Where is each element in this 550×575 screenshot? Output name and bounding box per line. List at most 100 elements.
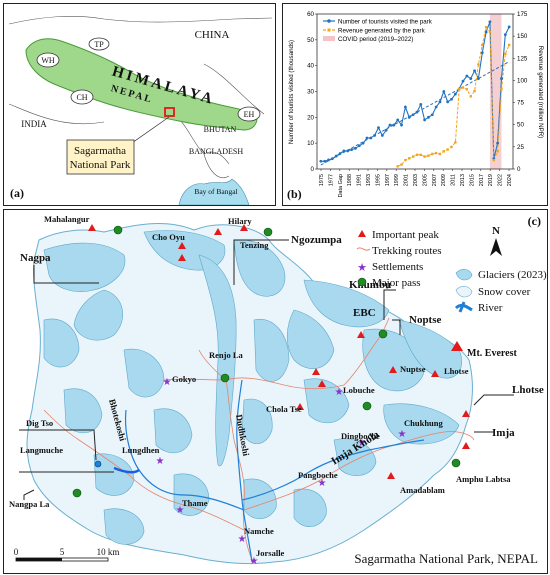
label-hilary: Hilary bbox=[228, 216, 252, 226]
legend-tourists: Number of tourists visited the park bbox=[338, 19, 433, 26]
y-axis-label-right: Revenue generated (million NPR) bbox=[537, 46, 544, 139]
label-lobuche: Lobuche bbox=[343, 385, 375, 395]
x-tick-label: 1977 bbox=[328, 174, 334, 186]
tourist-point bbox=[357, 144, 361, 148]
revenue-point bbox=[400, 163, 403, 166]
revenue-point bbox=[419, 153, 422, 157]
tourist-point bbox=[369, 136, 373, 140]
x-tick-label: 2015 bbox=[469, 174, 475, 186]
x-tick-label: 2007 bbox=[432, 174, 438, 186]
pass-mahalangur bbox=[113, 225, 123, 235]
revenue-point bbox=[446, 148, 449, 151]
peak-hilary bbox=[240, 224, 248, 231]
label-amadablam: Amadablam bbox=[400, 485, 445, 495]
tourist-point bbox=[450, 97, 453, 101]
settlement-thame-icon: ★ bbox=[176, 505, 185, 516]
label-tp: TP bbox=[94, 40, 104, 49]
tourist-point bbox=[334, 154, 338, 158]
y-axis-label-left: Number of tourists visited (thousands) bbox=[288, 40, 295, 144]
peak-amadablam bbox=[387, 472, 395, 479]
label-india: INDIA bbox=[21, 119, 47, 129]
legend-snow: Snow cover bbox=[478, 286, 531, 298]
legend-glacier: Glaciers (2023) bbox=[478, 269, 547, 281]
x-tick-label: 2022 bbox=[498, 174, 504, 186]
peak-mahalangur bbox=[88, 224, 96, 231]
revenue-point bbox=[411, 155, 415, 158]
bay-of-bengal bbox=[178, 178, 250, 205]
left-tick-label: 40 bbox=[307, 63, 314, 70]
tourist-point bbox=[407, 115, 411, 119]
tourist-point bbox=[330, 157, 334, 161]
tourist-point bbox=[465, 74, 469, 78]
panel-b-tourism-chart: 0 10 20 30 40 50 60 0 25 50 75 100 125 150 175 1975 19… bbox=[282, 3, 548, 206]
revenue-point bbox=[473, 89, 476, 93]
park-map-svg: ★ ★ ★ ★ ★ ★ ★ ★ ★ bbox=[9, 214, 547, 567]
panel-a-label: (a) bbox=[10, 186, 24, 200]
revenue-point bbox=[434, 151, 438, 155]
left-tick-label: 0 bbox=[311, 166, 315, 173]
peak-everest bbox=[451, 341, 463, 351]
x-tick-label: 2011 bbox=[451, 174, 457, 186]
map-title: Sagarmatha National Park, NEPAL bbox=[354, 551, 538, 566]
x-tick-label: 1997 bbox=[385, 174, 391, 186]
label-bay: Bay of Bangal bbox=[194, 187, 237, 196]
peak-chola-tse bbox=[296, 403, 304, 410]
tourist-point bbox=[473, 69, 476, 73]
covid-band bbox=[489, 14, 502, 169]
park-location-box bbox=[164, 107, 175, 117]
peak-tenzing bbox=[214, 228, 222, 235]
x-tick-label: 2013 bbox=[460, 174, 466, 186]
right-tick-label: 0 bbox=[517, 166, 521, 173]
tourist-point bbox=[434, 105, 438, 109]
tourist-point bbox=[503, 33, 507, 37]
legend-settlement-icon: ★ bbox=[357, 262, 367, 274]
label-imja: Imja bbox=[492, 427, 515, 439]
legend-revenue: Revenue generated by the park bbox=[338, 28, 426, 35]
rivers bbox=[113, 379, 425, 563]
scale-label-10: 10 km bbox=[97, 547, 120, 557]
x-tick-label: 2019 bbox=[488, 174, 494, 186]
revenue-point bbox=[504, 52, 507, 56]
label-nagpa: Nagpa bbox=[20, 252, 51, 264]
label-renjo-la: Renjo La bbox=[209, 350, 244, 360]
settlement-lungdhen-icon: ★ bbox=[156, 456, 165, 467]
tourist-point bbox=[354, 146, 357, 150]
left-tick-label: 50 bbox=[307, 37, 314, 44]
tourist-point bbox=[461, 79, 465, 83]
settlement-chukhung-icon: ★ bbox=[398, 429, 407, 440]
revenue-point bbox=[454, 141, 457, 144]
tourist-point bbox=[323, 159, 327, 163]
revenue-point bbox=[507, 43, 511, 47]
label-lhotse-peak: Lhotse bbox=[444, 366, 469, 376]
pass-nangpa-la bbox=[72, 488, 82, 498]
tourist-point bbox=[361, 141, 365, 145]
chart-legend: Number of tourists visited the park Reve… bbox=[323, 19, 433, 43]
x-tick-label: 1995 bbox=[375, 174, 381, 186]
x-tick-label: 2017 bbox=[479, 174, 485, 186]
revenue-point bbox=[396, 165, 399, 168]
right-tick-label: 175 bbox=[517, 11, 528, 18]
tourist-point bbox=[319, 159, 323, 163]
pass-amphu-labtsa bbox=[451, 458, 461, 468]
revenue-point bbox=[465, 88, 469, 91]
label-ch: CH bbox=[76, 93, 87, 102]
x-tick-label: 2001 bbox=[404, 174, 410, 186]
tourist-point bbox=[338, 152, 342, 155]
label-jorsalle: Jorsalle bbox=[256, 548, 285, 558]
tourist-point bbox=[500, 77, 503, 80]
tourist-point bbox=[373, 134, 377, 137]
revenue-point bbox=[423, 155, 426, 158]
scale-label-5: 5 bbox=[60, 547, 65, 557]
settlement-pangboche-icon: ★ bbox=[318, 478, 327, 489]
revenue-point bbox=[492, 158, 495, 162]
label-gokyo: Gokyo bbox=[172, 374, 196, 384]
x-tick-label: 2003 bbox=[413, 174, 419, 186]
left-tick-label: 60 bbox=[307, 11, 314, 18]
park-callout-line2: National Park bbox=[70, 159, 131, 171]
north-letter: N bbox=[492, 225, 500, 237]
label-nangpa-la: Nangpa La bbox=[9, 499, 50, 509]
revenue-point bbox=[404, 158, 407, 162]
series-line-revenue bbox=[397, 26, 510, 167]
x-tick-label: 1993 bbox=[366, 174, 372, 186]
